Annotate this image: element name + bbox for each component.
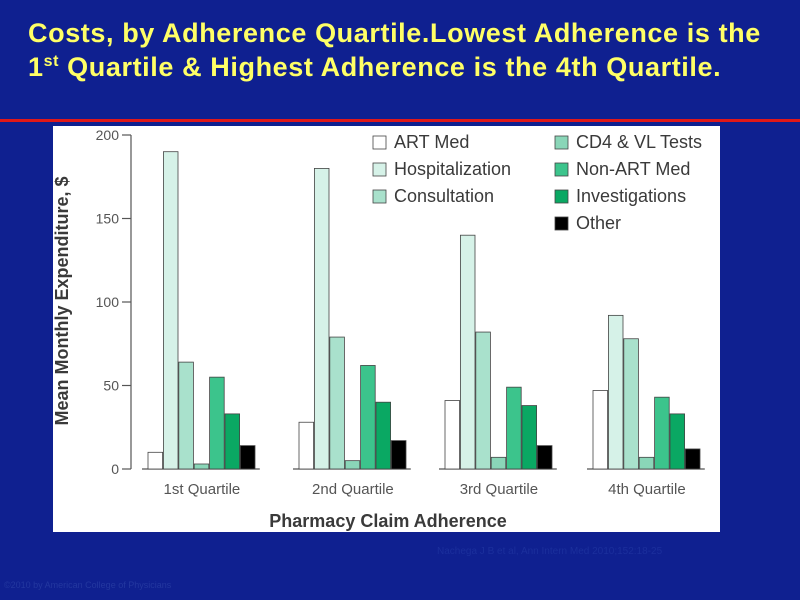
y-tick-label: 100 <box>96 294 120 310</box>
bar <box>163 151 179 470</box>
bar <box>669 413 686 470</box>
legend-swatch <box>554 216 569 231</box>
legend-label: Hospitalization <box>394 159 511 179</box>
x-tick-label: 2nd Quartile <box>312 481 394 498</box>
legend-swatch <box>554 162 569 177</box>
legend-swatch <box>372 189 387 204</box>
y-tick-label: 150 <box>96 211 120 227</box>
bar <box>178 361 194 470</box>
bar-chart: 0 50 100 150 200 1st Quartile 2nd Quartile 3rd … <box>53 127 705 531</box>
legend-label: Investigations <box>576 186 686 206</box>
x-tick-label: 4th Quartile <box>608 481 686 498</box>
bar <box>608 314 624 470</box>
bar <box>654 396 670 470</box>
bar <box>475 331 491 470</box>
legend-label: Other <box>576 213 621 233</box>
bar <box>344 460 361 470</box>
axes: 0 50 100 150 200 1st Quartile 2nd Quartile 3rd … <box>96 127 705 498</box>
y-axis-label: Mean Monthly Expenditure, $ <box>53 176 72 425</box>
bar <box>298 421 315 470</box>
legend-swatch <box>372 162 387 177</box>
legend-label: Consultation <box>394 186 494 206</box>
x-tick-label: 1st Quartile <box>164 481 241 498</box>
slide-title-part2: Quartile & Highest Adherence is the 4th … <box>59 52 722 82</box>
bar <box>360 365 376 470</box>
citation: Nachega J B et al, Ann Intern Med 2010;1… <box>437 546 663 557</box>
x-axis-label: Pharmacy Claim Adherence <box>269 511 506 531</box>
bar <box>147 451 164 470</box>
copyright-notice: ©2010 by American College of Physicians <box>4 580 172 590</box>
title-divider <box>0 119 800 122</box>
x-tick-label: 3rd Quartile <box>460 481 538 498</box>
bar <box>536 445 553 470</box>
slide-title-part1: Costs, by Adherence Quartile.Lowest Adhe… <box>28 18 761 82</box>
legend-label: CD4 & VL Tests <box>576 132 702 152</box>
y-tick-label: 200 <box>96 127 120 143</box>
slide-title-superscript: st <box>43 53 60 70</box>
slide-title: Costs, by Adherence Quartile.Lowest Adhe… <box>28 16 788 84</box>
bar <box>209 376 225 470</box>
bar <box>685 448 701 470</box>
bar <box>459 234 476 470</box>
bar <box>444 400 461 470</box>
bar <box>224 413 241 470</box>
bars <box>147 151 701 470</box>
bar <box>623 338 639 470</box>
bar <box>638 456 655 470</box>
bar <box>506 386 522 470</box>
bar <box>239 445 256 470</box>
bar <box>313 168 330 470</box>
bar <box>375 401 392 470</box>
bar <box>390 440 407 470</box>
bar <box>521 405 538 470</box>
legend-label: Non-ART Med <box>576 159 690 179</box>
legend-label: ART Med <box>394 132 469 152</box>
y-tick-label: 0 <box>111 461 119 477</box>
bar <box>490 456 507 470</box>
bar <box>592 390 609 470</box>
legend-swatch <box>554 189 569 204</box>
bar <box>329 336 345 470</box>
legend-swatch <box>554 135 569 150</box>
bar <box>193 463 210 470</box>
legend: ART Med Hospitalization Consultation CD4 & … <box>372 132 702 233</box>
legend-swatch <box>372 135 387 150</box>
chart-figure: 0 50 100 150 200 1st Quartile 2nd Quartile 3rd … <box>53 126 720 532</box>
y-tick-label: 50 <box>103 378 119 394</box>
